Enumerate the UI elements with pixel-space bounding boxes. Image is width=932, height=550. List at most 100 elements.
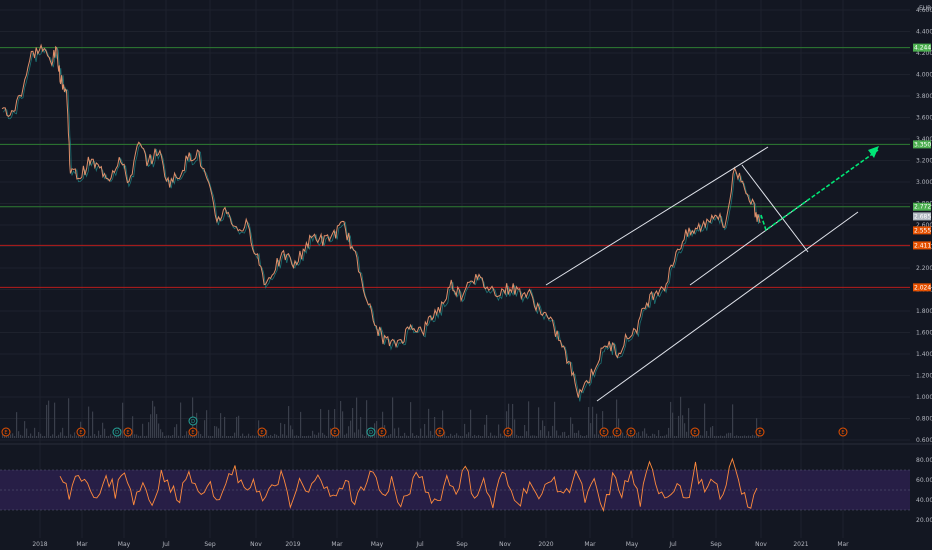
volume-bar — [68, 398, 70, 438]
volume-bar — [596, 413, 598, 438]
volume-bar — [344, 434, 346, 438]
volume-bar — [176, 424, 178, 438]
volume-bar — [24, 421, 26, 438]
price-level-tag-bg — [913, 226, 931, 235]
volume-bar — [170, 435, 172, 438]
volume-bar — [56, 435, 58, 438]
volume-bar — [286, 435, 288, 438]
volume-bar — [530, 435, 532, 438]
volume-bar — [734, 435, 736, 438]
time-tick-label: Mar — [331, 541, 343, 548]
volume-bar — [364, 435, 366, 438]
volume-bar — [460, 435, 462, 438]
event-marker-circle — [330, 427, 340, 437]
volume-bar — [648, 435, 650, 438]
volume-bar — [626, 434, 628, 438]
volume-bar — [174, 427, 176, 438]
volume-bar — [564, 431, 566, 438]
volume-bar — [218, 428, 220, 438]
price-level-tag: 2.685 — [913, 212, 931, 221]
volume-bar — [662, 435, 664, 438]
volume-bar — [508, 403, 510, 438]
volume-bar — [350, 420, 352, 438]
volume-bar — [744, 435, 746, 438]
volume-bar — [224, 416, 226, 438]
volume-bar — [678, 415, 680, 438]
time-tick-label: Mar — [584, 541, 596, 548]
volume-bar — [660, 435, 662, 438]
volume-bar — [706, 430, 708, 438]
price-level-tag: 2.411 — [913, 241, 931, 250]
price-level-tag-bg — [913, 212, 931, 221]
volume-bar — [260, 435, 262, 438]
volume-bar — [446, 435, 448, 438]
price-tick-label: 3.800 — [916, 93, 932, 100]
volume-bar — [278, 436, 280, 438]
volume-bar — [154, 406, 156, 438]
event-marker-label: D — [115, 430, 119, 436]
volume-bar — [552, 425, 554, 438]
event-marker-circle — [257, 427, 267, 437]
volume-bar — [682, 415, 684, 438]
volume-bar — [488, 435, 490, 438]
grid — [0, 0, 932, 538]
volume-bar — [210, 436, 212, 438]
volume-bar — [48, 400, 50, 438]
volume-bar — [88, 406, 90, 438]
volume-bar — [594, 434, 596, 438]
volume-bar — [610, 435, 612, 438]
volume-bar — [276, 434, 278, 438]
volume-bar — [62, 427, 64, 438]
event-marker: E — [838, 427, 848, 437]
volume-bar — [628, 435, 630, 438]
volume-bar — [76, 435, 78, 438]
volume-bar — [556, 430, 558, 438]
volume-bar — [634, 435, 636, 438]
volume-bar — [570, 417, 572, 438]
volume-bar — [300, 411, 302, 438]
volume-bar — [228, 435, 230, 438]
volume-bar — [542, 420, 544, 438]
volume-bar — [130, 434, 132, 438]
volume-bar — [38, 432, 40, 438]
price-shadow-line — [3, 47, 761, 402]
volume-bar — [754, 435, 756, 438]
volume-bar — [44, 435, 46, 438]
volume-bar — [234, 432, 236, 438]
volume-bar — [420, 428, 422, 438]
event-marker: E — [599, 427, 609, 437]
volume-bar — [298, 435, 300, 438]
horizontal-levels[interactable] — [0, 47, 910, 288]
volume-bar — [416, 435, 418, 438]
volume-bar — [26, 428, 28, 438]
volume-bar — [366, 400, 368, 438]
volume-bar — [14, 435, 16, 438]
volume-bar — [464, 423, 466, 438]
dividend-marker: D — [188, 416, 198, 426]
volume-bar — [244, 435, 246, 438]
time-tick-label: Mar — [76, 541, 88, 548]
volume-bar — [190, 435, 192, 438]
price-axis[interactable]: 4.600 4.400 4.200 4.000 3.800 3.600 3.400 3.200… — [913, 7, 932, 524]
volume-bar — [532, 435, 534, 438]
volume-bar — [756, 418, 758, 438]
price-tick-label: 1.800 — [916, 308, 932, 315]
time-tick-label: 2021 — [793, 541, 808, 548]
volume-bar — [280, 422, 282, 438]
event-marker-label: E — [380, 430, 383, 436]
trend-channel-drawings[interactable] — [545, 146, 879, 402]
volume-bar — [338, 434, 340, 438]
volume-bar — [616, 399, 618, 438]
event-marker-circle — [599, 427, 609, 437]
price-tick-label: 1.600 — [916, 330, 932, 337]
volume-bar — [334, 409, 336, 438]
volume-bar — [700, 435, 702, 438]
time-axis[interactable]: 2018 Mar May Jul Sep Nov 2019 Mar May Jul Sep Nov 20… — [32, 541, 849, 548]
volume-bar — [502, 435, 504, 438]
volume-bar — [510, 435, 512, 438]
volume-bar — [314, 434, 316, 438]
event-markers[interactable]: E E D E E E E D E E E E E E E E ED — [1, 416, 848, 437]
rsi-tick-label: 80.00 — [916, 457, 932, 464]
